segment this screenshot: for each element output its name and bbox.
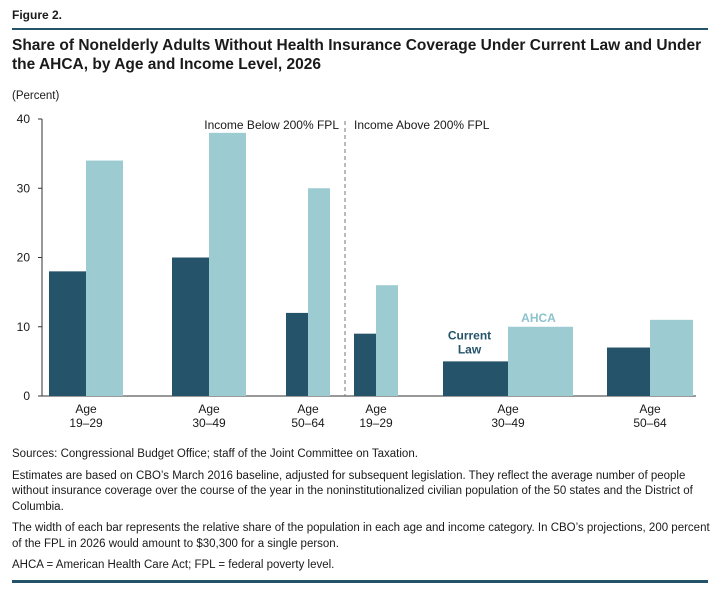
bar-current-law [172,257,209,396]
bar-current-law [607,347,650,396]
x-tick-label-age: Age [297,402,319,416]
x-tick-label-age: Age [75,402,97,416]
group-label-above: Income Above 200% FPL [354,118,490,132]
x-tick-label-range: 30–49 [491,416,525,430]
y-tick-label: 30 [17,181,31,195]
group-label-below: Income Below 200% FPL [204,118,339,132]
bottom-rule [12,580,708,583]
bar-chart: 010203040Age19–29Age30–49Age50–64Age19–2… [17,112,696,430]
note-sources: Sources: Congressional Budget Office; st… [12,448,418,460]
x-tick-label-age: Age [497,402,519,416]
x-tick-label-range: 19–29 [359,416,393,430]
series-label-current-law-line2: Law [458,342,482,356]
bar-ahca [209,132,246,396]
bar-current-law [354,333,376,396]
x-tick-label-age: Age [365,402,387,416]
series-label-current-law-line1: Current [448,328,491,342]
bar-ahca [86,160,123,396]
bar-current-law [286,312,308,396]
x-tick-label-range: 30–49 [192,416,226,430]
chart-title: Share of Nonelderly Adults Without Healt… [12,37,702,73]
x-tick-label-range: 50–64 [291,416,325,430]
note-bar-width: The width of each bar represents the rel… [12,522,710,550]
y-unit-label: (Percent) [12,90,60,102]
x-tick-label-age: Age [198,402,220,416]
notes: Sources: Congressional Budget Office; st… [12,447,712,580]
bar-current-law [443,361,508,396]
y-tick-label: 20 [17,251,31,265]
bar-ahca [650,319,693,396]
series-label-ahca: AHCA [521,311,556,325]
x-tick-label-range: 19–29 [69,416,103,430]
y-tick-label: 0 [23,389,30,403]
x-tick-label-range: 50–64 [633,416,667,430]
bar-ahca [376,285,398,396]
x-tick-label-age: Age [639,402,661,416]
top-rule [12,28,708,30]
bar-ahca [508,326,573,396]
figure-label: Figure 2. [12,8,63,22]
note-estimates: Estimates are based on CBO’s March 2016 … [12,469,693,513]
y-tick-label: 10 [17,320,31,334]
note-abbreviations: AHCA = American Health Care Act; FPL = f… [12,559,335,571]
bar-ahca [308,188,330,396]
bar-current-law [49,271,86,396]
y-tick-label: 40 [17,112,31,126]
